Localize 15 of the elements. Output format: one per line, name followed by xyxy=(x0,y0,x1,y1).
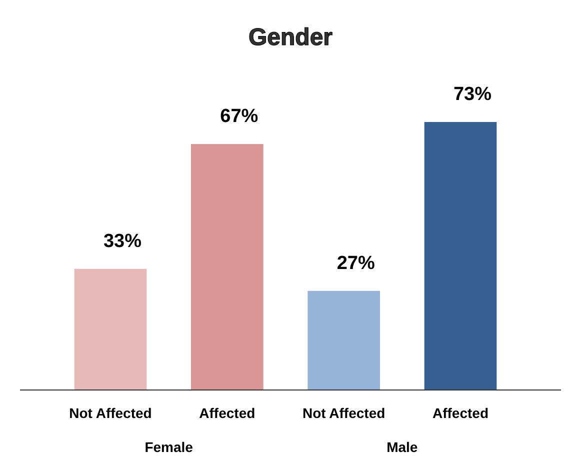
x-tick-label: Affected xyxy=(199,405,256,421)
data-label: 67% xyxy=(220,106,258,128)
x-tick-label: Not Affected xyxy=(69,405,152,421)
text: Male xyxy=(386,439,418,455)
bar xyxy=(308,290,380,390)
data-label: 73% xyxy=(453,84,492,105)
data-label: 33% xyxy=(103,230,142,252)
x-tick-label: Affected xyxy=(432,405,489,421)
data-label: 27% xyxy=(336,252,375,274)
x-tick-label: Not Affected xyxy=(302,405,386,421)
bar xyxy=(424,122,497,390)
bar xyxy=(191,144,264,390)
chart-title: Gender xyxy=(248,24,333,51)
bar xyxy=(74,268,147,390)
text: Female xyxy=(144,439,194,455)
